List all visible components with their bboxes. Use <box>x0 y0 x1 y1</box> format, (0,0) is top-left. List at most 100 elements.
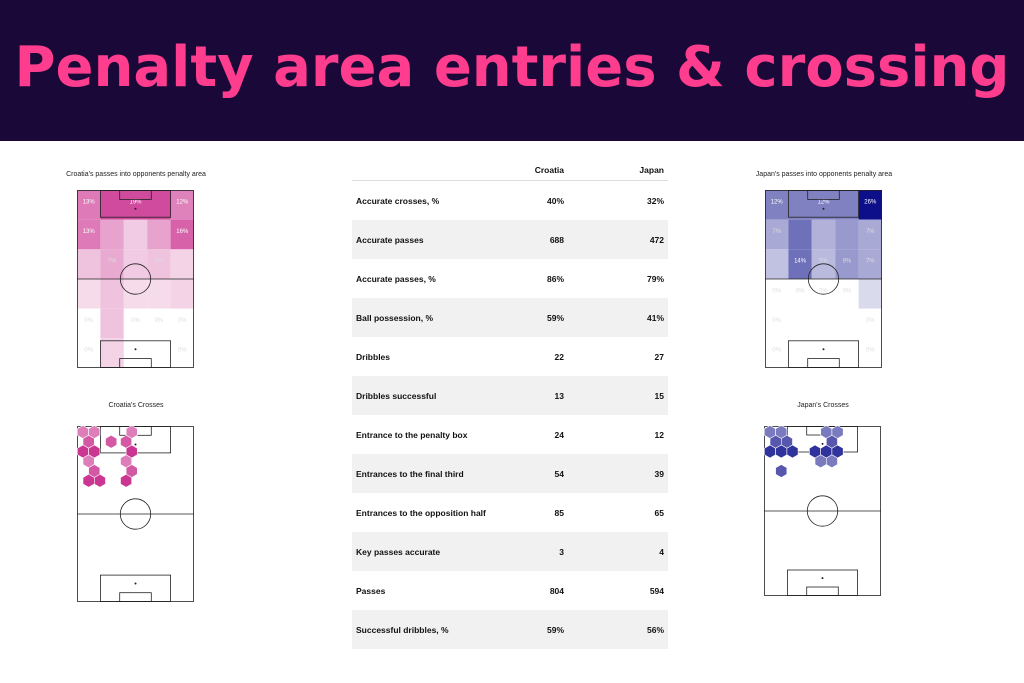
cross-hex <box>814 454 827 469</box>
row-label: Dribbles successful <box>356 390 437 401</box>
japan-value: 15 <box>654 390 664 401</box>
japan-value: 39 <box>654 468 664 479</box>
heat-cell-label: 0% <box>819 288 828 294</box>
heat-cell-label: 7% <box>866 229 875 235</box>
heat-cell-label: 0% <box>772 318 781 324</box>
heat-cell <box>811 219 836 250</box>
heat-cell-label: 5% <box>819 259 828 265</box>
heat-cell <box>100 190 171 220</box>
croatia-value: 59% <box>546 312 564 323</box>
table-row: Ball possession, % 59% 41% <box>352 298 668 337</box>
heat-cell-label: 13% <box>83 229 96 235</box>
croatia-value: 86% <box>546 273 564 284</box>
heat-cell-label: 7% <box>866 259 875 265</box>
heat-cell <box>835 249 859 279</box>
croatia-value: 804 <box>549 585 564 596</box>
heat-cell-label: 12% <box>817 199 830 205</box>
table-row: Accurate crosses, % 40% 32% <box>352 181 668 220</box>
heat-cell-label: 7% <box>772 229 781 235</box>
heat-cell-label: 7% <box>108 259 117 265</box>
croatia-heatmap-pitch: 13% 19% 12% 13% 16% 7% 4% 0% 0% 0% 0% 0% 0% <box>77 190 194 368</box>
cross-hex <box>93 473 106 488</box>
croatia-value: 688 <box>549 234 564 245</box>
heat-cell-label: 16% <box>176 229 189 235</box>
heat-cell-label: 0% <box>843 288 852 294</box>
row-label: Accurate passes <box>356 234 424 245</box>
japan-value: 32% <box>646 195 664 206</box>
heat-cell <box>100 308 124 339</box>
heat-cell <box>765 308 789 339</box>
table-row: Entrances to the opposition half 85 65 <box>352 493 668 532</box>
croatia-heatmap-title: Croatia's passes into opponents penalty … <box>66 171 206 178</box>
heat-cell-label: 13% <box>83 199 96 205</box>
croatia-value: 59% <box>546 624 564 635</box>
stats-header: Croatia Japan <box>352 160 668 180</box>
japan-crosses-title: Japan's Crosses <box>797 402 849 409</box>
row-label: Entrances to the opposition half <box>356 507 486 518</box>
japan-value: 56% <box>646 624 664 635</box>
cross-hex <box>786 444 799 459</box>
heat-cell <box>765 279 789 309</box>
page-title: Penalty area entries & crossing <box>14 35 1010 100</box>
heat-cell <box>77 190 101 220</box>
croatia-crosses-title: Croatia's Crosses <box>108 402 164 409</box>
heat-cell <box>765 338 789 368</box>
table-row: Accurate passes 688 472 <box>352 220 668 259</box>
croatia-value: 3 <box>559 546 564 557</box>
heat-cell-label: 0% <box>178 318 187 324</box>
row-label: Key passes accurate <box>356 546 441 557</box>
pitch-lines <box>765 190 882 368</box>
row-label: Entrances to the final third <box>356 468 464 479</box>
heat-cell <box>77 279 101 309</box>
heat-cell <box>170 249 194 279</box>
japan-value: 27 <box>654 351 664 362</box>
heat-cell <box>835 219 859 250</box>
table-row: Key passes accurate 3 4 <box>352 532 668 571</box>
japan-value: 4 <box>659 546 664 557</box>
table-row: Successful dribbles, % 59% 56% <box>352 610 668 649</box>
japan-crosses-pitch <box>764 426 881 596</box>
heat-cell <box>170 219 194 250</box>
heat-cell <box>858 219 882 250</box>
heat-cell <box>77 308 101 339</box>
pitch-lines <box>77 426 194 602</box>
heat-cell <box>858 190 882 220</box>
heat-cell <box>788 279 812 309</box>
croatia-value: 13 <box>554 390 564 401</box>
row-label: Dribbles <box>356 351 391 362</box>
column-japan: Japan <box>639 165 664 175</box>
heat-cell <box>100 219 124 250</box>
pitch-lines <box>77 190 194 368</box>
heat-cell <box>858 308 882 339</box>
heat-cell-label: 14% <box>794 259 807 265</box>
heat-cell <box>77 338 101 368</box>
japan-value: 41% <box>646 312 664 323</box>
column-croatia: Croatia <box>534 165 564 175</box>
heat-cell <box>170 308 194 339</box>
heat-cell <box>77 249 101 279</box>
heat-cell <box>170 279 194 309</box>
croatia-value: 40% <box>546 195 564 206</box>
row-label: Entrance to the penalty box <box>356 429 468 440</box>
row-label: Passes <box>356 585 386 596</box>
japan-value: 472 <box>649 234 664 245</box>
heat-cell-label: 0% <box>866 348 875 354</box>
heat-cell-label: 4% <box>155 259 164 265</box>
heat-cell-label: 0% <box>866 318 875 324</box>
heat-cell-label: 0% <box>84 318 93 324</box>
row-label: Ball possession, % <box>356 312 433 323</box>
japan-value: 594 <box>649 585 664 596</box>
heat-cell <box>765 219 789 250</box>
heat-cell <box>858 249 882 279</box>
croatia-value: 24 <box>554 429 564 440</box>
heat-cell <box>123 219 148 250</box>
table-row: Dribbles successful 13 15 <box>352 376 668 415</box>
table-row: Passes 804 594 <box>352 571 668 610</box>
heat-cell-label: 0% <box>772 288 781 294</box>
japan-value: 12 <box>654 429 664 440</box>
cross-hex <box>105 434 118 449</box>
heat-cell-label: 0% <box>178 348 187 354</box>
heat-cell-label: 0% <box>796 288 805 294</box>
heat-cell <box>765 190 789 220</box>
heat-cell-label: 0% <box>155 318 164 324</box>
